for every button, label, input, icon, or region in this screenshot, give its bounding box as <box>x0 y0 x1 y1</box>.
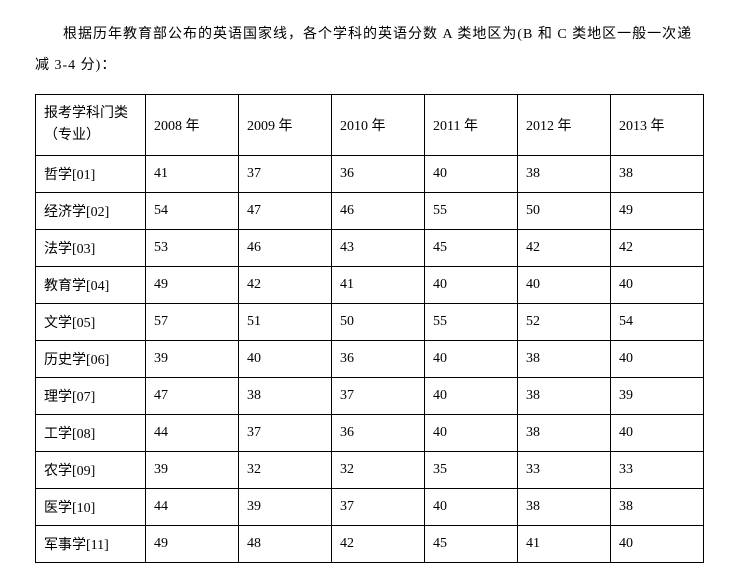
cell-value: 45 <box>425 230 518 267</box>
row-label: 教育学[04] <box>36 267 146 304</box>
cell-value: 40 <box>611 267 704 304</box>
cell-value: 46 <box>332 193 425 230</box>
header-year-2011: 2011 年 <box>425 94 518 156</box>
row-label: 文学[05] <box>36 304 146 341</box>
cell-value: 32 <box>332 452 425 489</box>
table-header-row: 报考学科门类（专业） 2008 年 2009 年 2010 年 2011 年 2… <box>36 94 704 156</box>
header-year-2012: 2012 年 <box>518 94 611 156</box>
cell-value: 38 <box>239 378 332 415</box>
cell-value: 40 <box>425 378 518 415</box>
cell-value: 52 <box>518 304 611 341</box>
row-label: 医学[10] <box>36 489 146 526</box>
cell-value: 38 <box>518 341 611 378</box>
cell-value: 42 <box>332 526 425 563</box>
table-row: 历史学[06]394036403840 <box>36 341 704 378</box>
header-year-2013: 2013 年 <box>611 94 704 156</box>
cell-value: 49 <box>146 267 239 304</box>
row-label: 经济学[02] <box>36 193 146 230</box>
cell-value: 38 <box>518 415 611 452</box>
cell-value: 43 <box>332 230 425 267</box>
cell-value: 41 <box>332 267 425 304</box>
cell-value: 40 <box>425 341 518 378</box>
cell-value: 50 <box>518 193 611 230</box>
cell-value: 57 <box>146 304 239 341</box>
header-year-2009: 2009 年 <box>239 94 332 156</box>
cell-value: 54 <box>611 304 704 341</box>
cell-value: 37 <box>332 489 425 526</box>
row-label: 哲学[01] <box>36 156 146 193</box>
table-row: 军事学[11]494842454140 <box>36 526 704 563</box>
table-row: 医学[10]443937403838 <box>36 489 704 526</box>
cell-value: 38 <box>518 489 611 526</box>
table-body: 哲学[01]413736403838经济学[02]544746555049法学[… <box>36 156 704 563</box>
table-row: 教育学[04]494241404040 <box>36 267 704 304</box>
cell-value: 36 <box>332 156 425 193</box>
cell-value: 33 <box>518 452 611 489</box>
cell-value: 50 <box>332 304 425 341</box>
cell-value: 36 <box>332 341 425 378</box>
cell-value: 40 <box>425 156 518 193</box>
intro-paragraph: 根据历年教育部公布的英语国家线，各个学科的英语分数 A 类地区为(B 和 C 类… <box>35 20 704 82</box>
header-subject: 报考学科门类（专业） <box>36 94 146 156</box>
cell-value: 49 <box>146 526 239 563</box>
cell-value: 44 <box>146 489 239 526</box>
cell-value: 47 <box>146 378 239 415</box>
cell-value: 40 <box>611 415 704 452</box>
cell-value: 37 <box>239 415 332 452</box>
cell-value: 40 <box>239 341 332 378</box>
cell-value: 38 <box>611 489 704 526</box>
cell-value: 38 <box>518 156 611 193</box>
cell-value: 53 <box>146 230 239 267</box>
cell-value: 54 <box>146 193 239 230</box>
table-row: 法学[03]534643454242 <box>36 230 704 267</box>
table-row: 理学[07]473837403839 <box>36 378 704 415</box>
cell-value: 39 <box>146 452 239 489</box>
cell-value: 38 <box>611 156 704 193</box>
table-row: 工学[08]443736403840 <box>36 415 704 452</box>
cell-value: 40 <box>611 526 704 563</box>
cell-value: 40 <box>425 415 518 452</box>
header-year-2008: 2008 年 <box>146 94 239 156</box>
cell-value: 42 <box>611 230 704 267</box>
cell-value: 46 <box>239 230 332 267</box>
cell-value: 38 <box>518 378 611 415</box>
cell-value: 32 <box>239 452 332 489</box>
cell-value: 48 <box>239 526 332 563</box>
cell-value: 45 <box>425 526 518 563</box>
table-row: 农学[09]393232353333 <box>36 452 704 489</box>
cell-value: 36 <box>332 415 425 452</box>
cell-value: 40 <box>425 267 518 304</box>
cell-value: 39 <box>239 489 332 526</box>
cell-value: 39 <box>146 341 239 378</box>
cell-value: 40 <box>611 341 704 378</box>
cell-value: 55 <box>425 304 518 341</box>
row-label: 理学[07] <box>36 378 146 415</box>
cell-value: 42 <box>239 267 332 304</box>
score-table: 报考学科门类（专业） 2008 年 2009 年 2010 年 2011 年 2… <box>35 94 704 564</box>
cell-value: 49 <box>611 193 704 230</box>
table-row: 哲学[01]413736403838 <box>36 156 704 193</box>
cell-value: 39 <box>611 378 704 415</box>
cell-value: 35 <box>425 452 518 489</box>
table-row: 经济学[02]544746555049 <box>36 193 704 230</box>
cell-value: 51 <box>239 304 332 341</box>
cell-value: 40 <box>425 489 518 526</box>
row-label: 历史学[06] <box>36 341 146 378</box>
cell-value: 37 <box>239 156 332 193</box>
cell-value: 47 <box>239 193 332 230</box>
cell-value: 37 <box>332 378 425 415</box>
cell-value: 40 <box>518 267 611 304</box>
header-year-2010: 2010 年 <box>332 94 425 156</box>
cell-value: 55 <box>425 193 518 230</box>
row-label: 军事学[11] <box>36 526 146 563</box>
cell-value: 44 <box>146 415 239 452</box>
cell-value: 41 <box>518 526 611 563</box>
row-label: 法学[03] <box>36 230 146 267</box>
row-label: 工学[08] <box>36 415 146 452</box>
table-row: 文学[05]575150555254 <box>36 304 704 341</box>
row-label: 农学[09] <box>36 452 146 489</box>
cell-value: 41 <box>146 156 239 193</box>
cell-value: 33 <box>611 452 704 489</box>
cell-value: 42 <box>518 230 611 267</box>
